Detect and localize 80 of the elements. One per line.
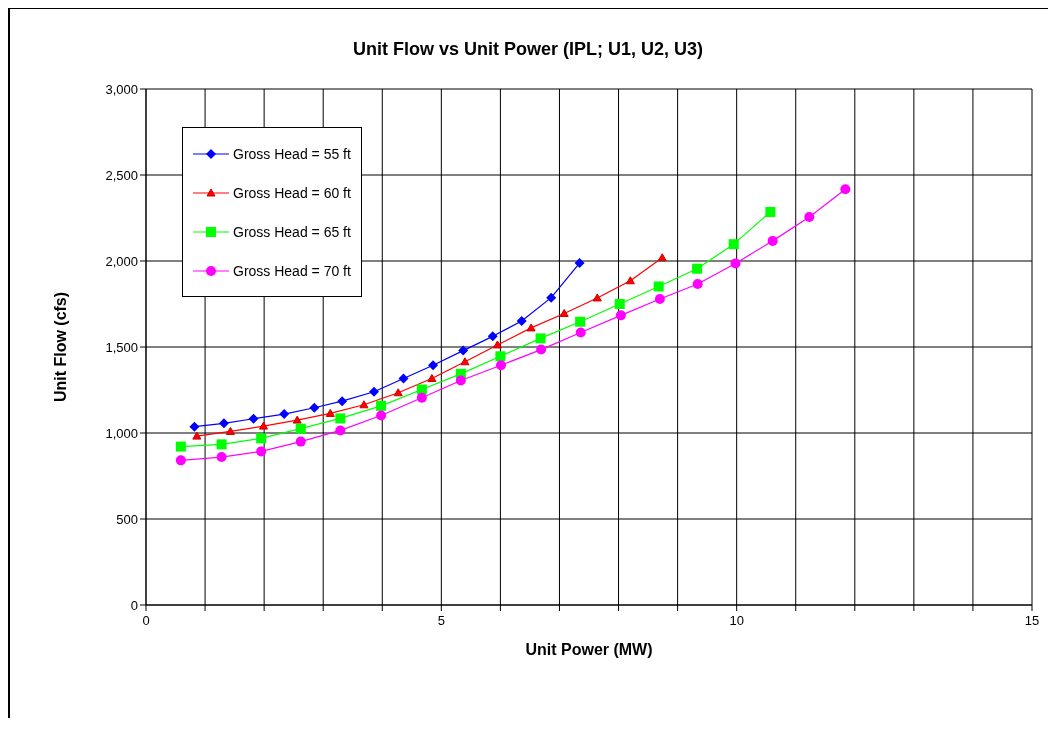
y-tick-label: 2,000 xyxy=(105,253,138,269)
point xyxy=(189,421,200,432)
point xyxy=(337,396,348,407)
point xyxy=(615,310,626,321)
point xyxy=(728,239,739,250)
point xyxy=(393,388,403,397)
point xyxy=(218,418,229,429)
point xyxy=(369,386,379,397)
x-tick-label: 0 xyxy=(142,613,150,628)
point xyxy=(840,184,851,195)
point xyxy=(416,392,427,403)
point xyxy=(765,206,776,217)
point xyxy=(256,433,267,444)
point xyxy=(492,340,502,349)
point xyxy=(376,400,387,411)
point xyxy=(335,425,346,436)
point xyxy=(495,360,506,371)
point xyxy=(225,426,235,435)
y-tick-label: 500 xyxy=(116,511,138,527)
legend-label: Gross Head = 65 ft xyxy=(233,223,351,240)
point xyxy=(516,316,527,327)
y-axis-title: Unit Flow (cfs) xyxy=(51,291,69,403)
point xyxy=(535,333,546,344)
x-tick-label: 10 xyxy=(729,613,744,628)
legend-label: Gross Head = 55 ft xyxy=(233,145,351,162)
point xyxy=(653,281,664,292)
point xyxy=(592,293,602,302)
point xyxy=(804,211,815,222)
point xyxy=(730,258,741,269)
point xyxy=(416,384,427,395)
point xyxy=(325,408,335,417)
point xyxy=(575,316,586,327)
point xyxy=(295,423,306,434)
legend-label: Gross Head = 60 ft xyxy=(233,184,351,201)
point xyxy=(657,253,667,262)
point xyxy=(460,357,470,366)
point xyxy=(574,258,585,269)
point xyxy=(248,413,259,424)
point xyxy=(654,294,665,305)
point xyxy=(559,308,569,317)
point xyxy=(335,413,346,424)
point xyxy=(526,323,536,332)
point xyxy=(216,452,227,463)
point xyxy=(309,402,320,413)
y-tick-label: 2,500 xyxy=(105,167,138,183)
point xyxy=(487,331,498,342)
point xyxy=(455,375,466,386)
x-tick-label: 15 xyxy=(1024,613,1040,628)
point xyxy=(495,351,506,362)
point xyxy=(175,455,186,466)
point xyxy=(216,439,227,450)
point xyxy=(767,235,778,246)
point xyxy=(292,415,302,424)
legend-label: Gross Head = 70 ft xyxy=(233,262,351,279)
point xyxy=(376,410,387,421)
y-tick-label: 1,000 xyxy=(105,425,138,441)
point xyxy=(256,446,267,457)
point xyxy=(295,436,306,447)
point xyxy=(192,431,202,440)
x-tick-label: 5 xyxy=(437,613,445,628)
x-axis-title: Unit Power (MW) xyxy=(525,641,653,658)
point xyxy=(575,327,586,338)
point xyxy=(175,441,186,452)
chart-title: Unit Flow vs Unit Power (IPL; U1, U2, U3) xyxy=(351,39,704,60)
point xyxy=(359,400,369,409)
point xyxy=(692,279,703,290)
point xyxy=(614,299,625,309)
point xyxy=(536,344,547,355)
point xyxy=(546,292,557,303)
point xyxy=(458,345,469,356)
point xyxy=(428,360,439,371)
point xyxy=(427,373,437,382)
y-tick-label: 3,000 xyxy=(105,81,138,97)
point xyxy=(625,276,635,285)
y-tick-label: 0 xyxy=(130,597,138,613)
point xyxy=(692,263,703,274)
point xyxy=(259,421,269,430)
point xyxy=(398,373,409,384)
point xyxy=(279,409,290,420)
y-tick-label: 1,500 xyxy=(105,339,138,355)
